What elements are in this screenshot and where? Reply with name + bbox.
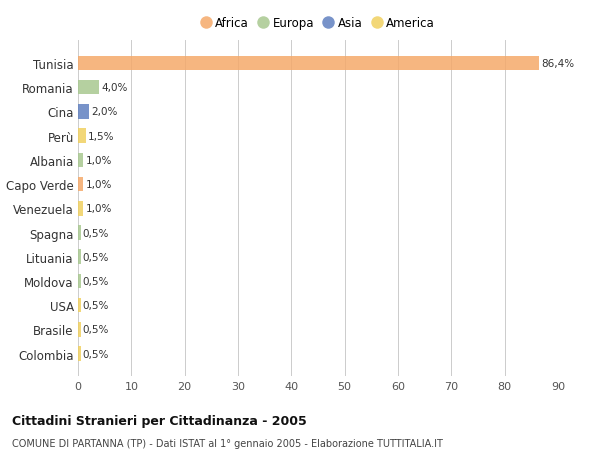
Bar	[78, 153, 83, 168]
Text: 1,0%: 1,0%	[85, 204, 112, 214]
Bar	[78, 202, 83, 216]
Text: 0,5%: 0,5%	[83, 252, 109, 262]
Bar	[78, 178, 83, 192]
Text: 0,5%: 0,5%	[83, 276, 109, 286]
Text: 1,5%: 1,5%	[88, 131, 115, 141]
Text: 86,4%: 86,4%	[541, 59, 574, 69]
Bar	[78, 323, 80, 337]
Bar	[78, 347, 80, 361]
Text: 2,0%: 2,0%	[91, 107, 117, 117]
Text: 0,5%: 0,5%	[83, 349, 109, 359]
Text: 1,0%: 1,0%	[85, 179, 112, 190]
Text: 1,0%: 1,0%	[85, 156, 112, 166]
Bar	[78, 56, 539, 71]
Text: COMUNE DI PARTANNA (TP) - Dati ISTAT al 1° gennaio 2005 - Elaborazione TUTTITALI: COMUNE DI PARTANNA (TP) - Dati ISTAT al …	[12, 438, 443, 448]
Legend: Africa, Europa, Asia, America: Africa, Europa, Asia, America	[197, 14, 439, 34]
Text: 4,0%: 4,0%	[101, 83, 128, 93]
Bar	[78, 129, 86, 144]
Bar	[78, 298, 80, 313]
Bar	[78, 226, 80, 240]
Bar	[78, 250, 80, 264]
Bar	[78, 274, 80, 289]
Text: Cittadini Stranieri per Cittadinanza - 2005: Cittadini Stranieri per Cittadinanza - 2…	[12, 414, 307, 428]
Text: 0,5%: 0,5%	[83, 301, 109, 311]
Bar	[78, 105, 89, 119]
Text: 0,5%: 0,5%	[83, 325, 109, 335]
Text: 0,5%: 0,5%	[83, 228, 109, 238]
Bar	[78, 81, 100, 95]
